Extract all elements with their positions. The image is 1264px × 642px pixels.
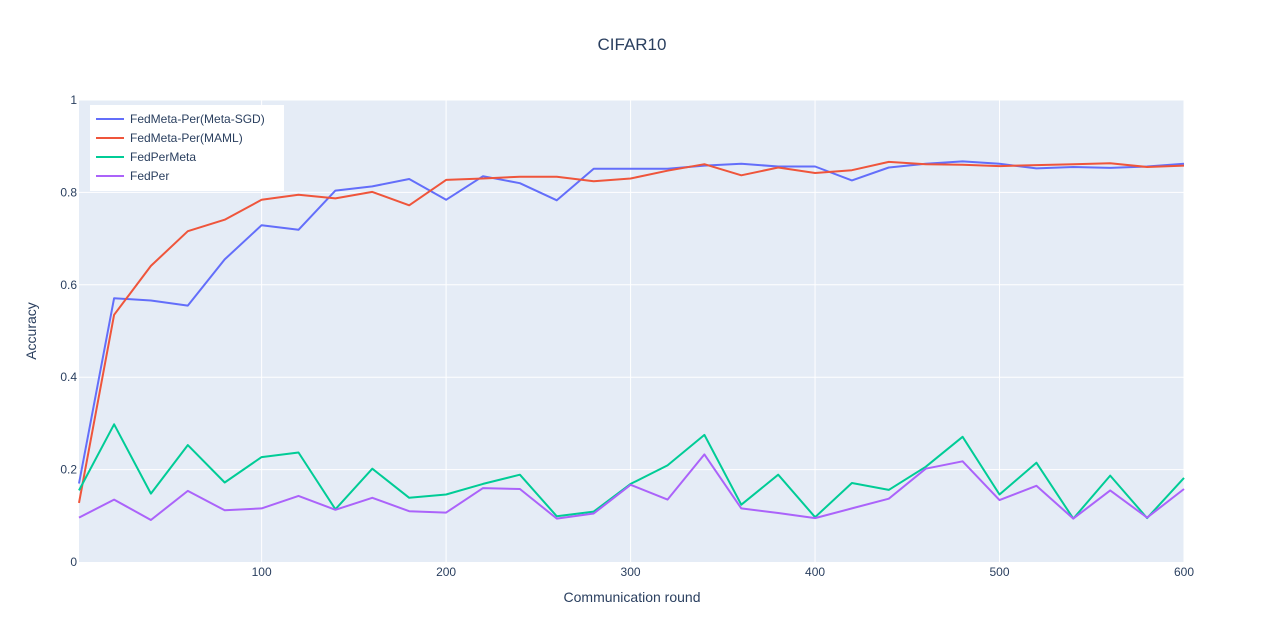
legend-item[interactable]: FedPerMeta bbox=[96, 150, 196, 164]
legend-label: FedPerMeta bbox=[130, 150, 196, 164]
series-lines bbox=[78, 160, 1185, 521]
grid-lines bbox=[79, 99, 1185, 562]
y-tick-label: 0.8 bbox=[60, 185, 77, 199]
legend-item[interactable]: FedMeta-Per(Meta-SGD) bbox=[96, 112, 265, 126]
y-axis-ticks: 0 0.2 0.4 0.6 0.8 1 bbox=[60, 93, 77, 569]
legend-item[interactable]: FedPer bbox=[96, 169, 169, 183]
x-tick-label: 100 bbox=[252, 565, 272, 579]
x-tick-label: 400 bbox=[805, 565, 825, 579]
legend-label: FedMeta-Per(MAML) bbox=[130, 131, 243, 145]
y-tick-label: 0.6 bbox=[60, 278, 77, 292]
legend[interactable]: FedMeta-Per(Meta-SGD) FedMeta-Per(MAML) Fe… bbox=[90, 105, 284, 191]
series-line bbox=[78, 160, 1185, 504]
x-tick-label: 500 bbox=[990, 565, 1010, 579]
legend-item[interactable]: FedMeta-Per(MAML) bbox=[96, 131, 243, 145]
series-line bbox=[78, 160, 1185, 484]
y-tick-label: 0.4 bbox=[60, 370, 77, 384]
x-axis-title: Communication round bbox=[564, 589, 701, 605]
y-tick-label: 0 bbox=[70, 555, 77, 569]
y-tick-label: 0.2 bbox=[60, 463, 77, 477]
series-line bbox=[78, 453, 1185, 521]
x-tick-label: 300 bbox=[621, 565, 641, 579]
legend-label: FedPer bbox=[130, 169, 169, 183]
y-axis-title: Accuracy bbox=[23, 302, 39, 360]
x-tick-label: 600 bbox=[1174, 565, 1194, 579]
chart-title: CIFAR10 bbox=[598, 35, 667, 54]
y-tick-label: 1 bbox=[70, 93, 77, 107]
legend-label: FedMeta-Per(Meta-SGD) bbox=[130, 112, 265, 126]
x-axis-ticks: 100 200 300 400 500 600 bbox=[252, 565, 1195, 579]
x-tick-label: 200 bbox=[436, 565, 456, 579]
